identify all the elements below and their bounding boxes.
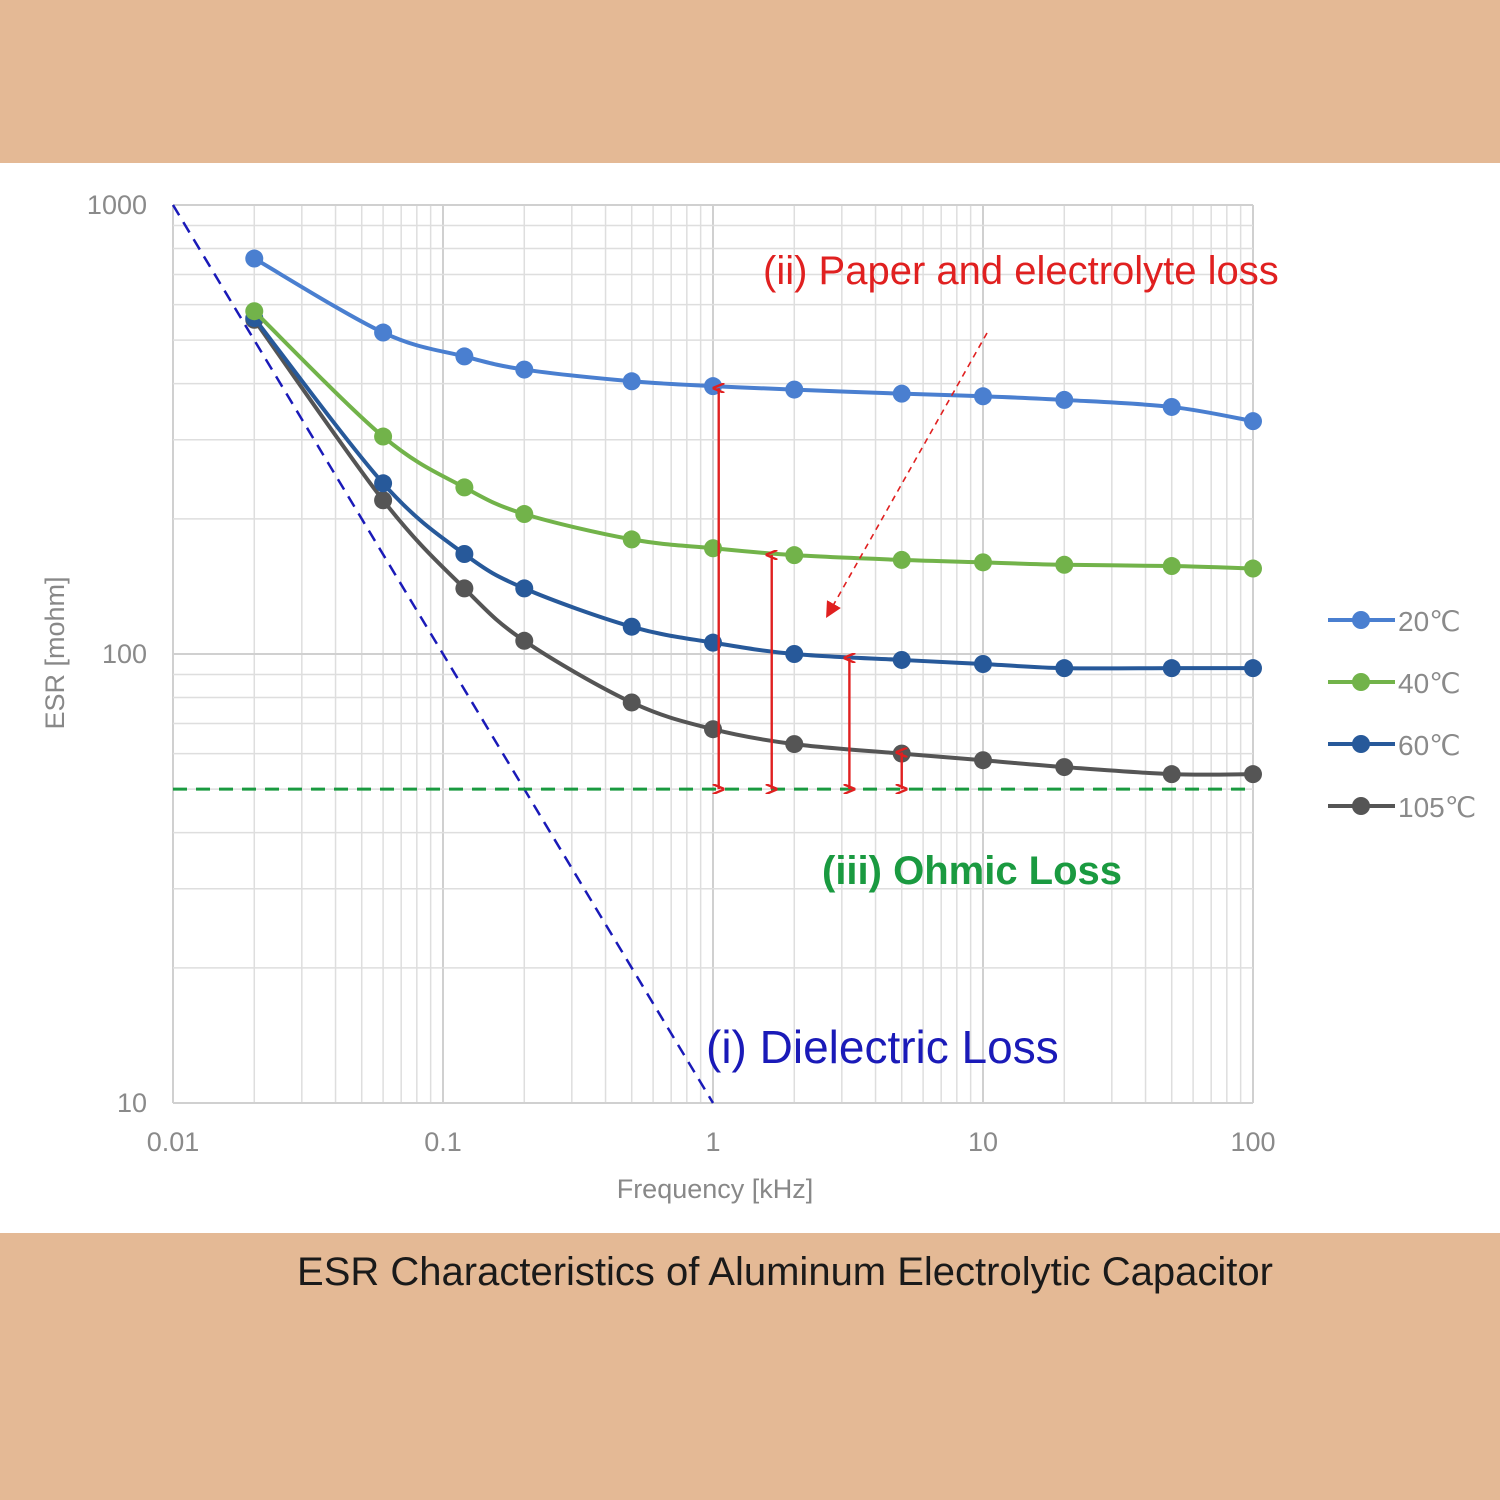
data-point xyxy=(1162,397,1181,416)
legend-label: 40℃ xyxy=(1398,668,1461,699)
annotation-ohmic: (iii) Ohmic Loss xyxy=(822,849,1122,893)
series-line-20℃ xyxy=(253,256,1254,424)
data-point xyxy=(974,751,992,770)
pointer-arrow xyxy=(826,332,988,618)
legend-label: 105℃ xyxy=(1398,792,1476,823)
data-point xyxy=(1244,765,1262,784)
data-point xyxy=(1055,758,1074,777)
data-point xyxy=(785,546,804,565)
data-point xyxy=(1162,557,1181,576)
data-point xyxy=(374,323,393,342)
figure-caption: ESR Characteristics of Aluminum Electrol… xyxy=(297,1250,1273,1294)
data-point xyxy=(374,474,393,493)
data-point xyxy=(374,491,393,510)
data-point xyxy=(622,693,641,712)
x-tick-label: 1 xyxy=(705,1127,720,1157)
y-tick-label: 10 xyxy=(117,1088,147,1118)
data-point xyxy=(974,553,992,572)
x-tick-label: 0.1 xyxy=(424,1127,462,1157)
data-point xyxy=(1162,765,1181,784)
data-point xyxy=(515,631,534,650)
data-point xyxy=(622,530,641,549)
legend-label: 20℃ xyxy=(1398,606,1461,637)
data-point xyxy=(1055,659,1074,678)
data-point xyxy=(974,655,992,674)
data-point xyxy=(455,579,474,598)
data-point xyxy=(974,387,992,406)
data-point xyxy=(245,249,264,268)
data-point xyxy=(785,645,804,663)
x-tick-label: 10 xyxy=(968,1127,998,1157)
data-point xyxy=(1162,659,1181,678)
data-point xyxy=(374,427,393,446)
data-point xyxy=(622,617,641,636)
y-tick-label: 1000 xyxy=(87,190,147,220)
data-point xyxy=(785,735,804,754)
y-axis-label: ESR [mohm] xyxy=(40,576,70,729)
legend-marker xyxy=(1352,797,1370,815)
data-point xyxy=(515,579,534,598)
annotation-paper: (ii) Paper and electrolyte loss xyxy=(763,249,1279,293)
data-point xyxy=(785,380,804,399)
data-point xyxy=(1244,559,1262,578)
data-point xyxy=(892,384,911,403)
series-line-60℃ xyxy=(252,316,1253,671)
legend-marker xyxy=(1352,611,1370,629)
legend-marker xyxy=(1352,735,1370,753)
x-axis-label: Frequency [kHz] xyxy=(617,1174,814,1204)
data-point xyxy=(1244,412,1262,431)
data-point xyxy=(622,372,641,391)
legend-label: 60℃ xyxy=(1398,730,1461,761)
data-point xyxy=(515,360,534,379)
annotation-dielectric: (i) Dielectric Loss xyxy=(706,1021,1059,1073)
data-point xyxy=(1244,659,1262,678)
data-point xyxy=(455,347,474,366)
x-tick-label: 0.01 xyxy=(147,1127,200,1157)
data-point xyxy=(892,650,911,669)
y-tick-label: 100 xyxy=(102,639,147,669)
data-point xyxy=(1055,390,1074,409)
chart-panel: 0.01 0.1 1 10 100 10 100 1000 20℃ 40℃ 60℃ 105℃ (i)… xyxy=(0,163,1500,1233)
esr-chart: 0.01 0.1 1 10 100 10 100 1000 20℃ 40℃ 60℃ 105℃ (i)… xyxy=(40,190,1476,1204)
data-point xyxy=(455,545,474,564)
dielectric-loss-line xyxy=(171,204,715,1104)
data-point xyxy=(515,505,534,524)
x-tick-label: 100 xyxy=(1230,1127,1275,1157)
data-point xyxy=(892,550,911,569)
data-point xyxy=(245,302,264,321)
data-point xyxy=(455,478,474,497)
data-point xyxy=(1055,555,1074,574)
legend-marker xyxy=(1352,673,1370,691)
